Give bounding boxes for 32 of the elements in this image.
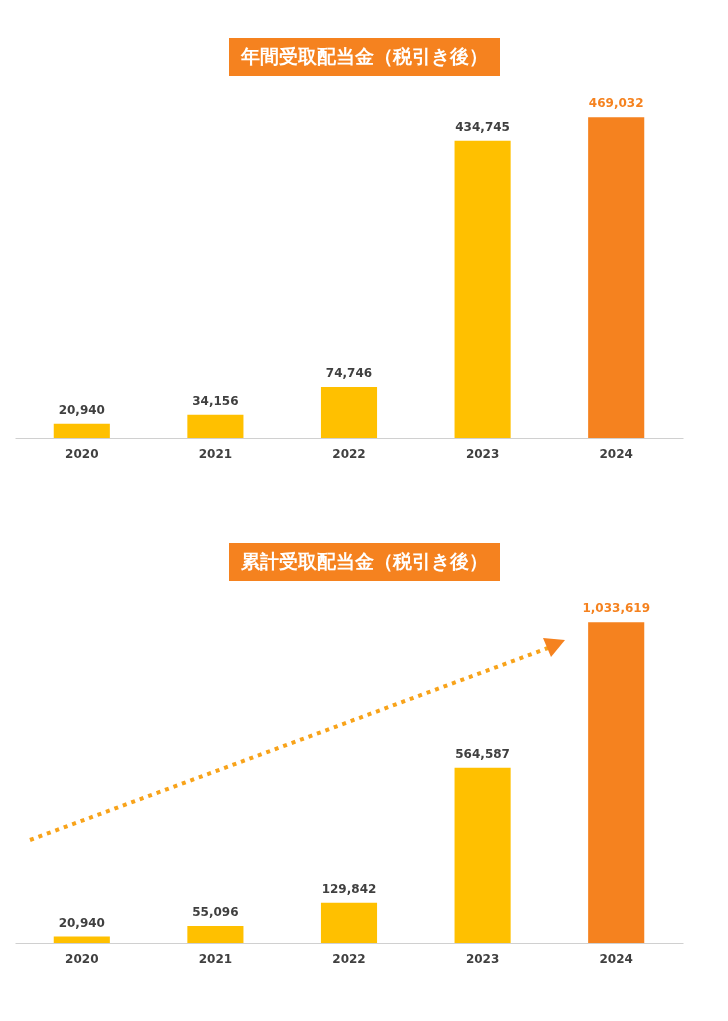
- data-label: 74,746: [325, 365, 373, 380]
- bar: [53, 936, 110, 943]
- data-label: 564,587: [455, 746, 510, 761]
- bar: [187, 414, 244, 438]
- chart-title: 年間受取配当金（税引き後）: [228, 38, 500, 76]
- bar: [588, 117, 645, 438]
- data-label: 20,940: [58, 402, 105, 417]
- bar: [320, 386, 378, 438]
- bar: [187, 925, 244, 943]
- data-label: 1,033,619: [582, 601, 650, 616]
- data-label: 34,156: [192, 393, 239, 408]
- data-label: 20,940: [58, 915, 105, 930]
- x-tick-label: 2020: [65, 951, 99, 966]
- bar: [320, 902, 378, 943]
- bar: [454, 140, 511, 438]
- bar: [53, 423, 110, 438]
- x-tick-label: 2024: [599, 446, 633, 461]
- x-tick-label: 2023: [465, 951, 500, 966]
- data-label: 434,745: [455, 119, 510, 134]
- bar: [588, 622, 645, 943]
- data-label: 55,096: [192, 904, 239, 919]
- data-label: 469,032: [588, 96, 644, 111]
- x-tick-label: 2021: [198, 951, 233, 966]
- x-tick-label: 2022: [332, 446, 366, 461]
- x-tick-label: 2020: [65, 446, 99, 461]
- x-tick-label: 2021: [198, 446, 233, 461]
- bar: [454, 767, 511, 943]
- chart-title: 累計受取配当金（税引き後）: [228, 543, 500, 581]
- x-tick-label: 2024: [599, 951, 633, 966]
- x-tick-label: 2022: [332, 951, 366, 966]
- data-label: 129,842: [321, 881, 377, 896]
- x-tick-label: 2023: [465, 446, 500, 461]
